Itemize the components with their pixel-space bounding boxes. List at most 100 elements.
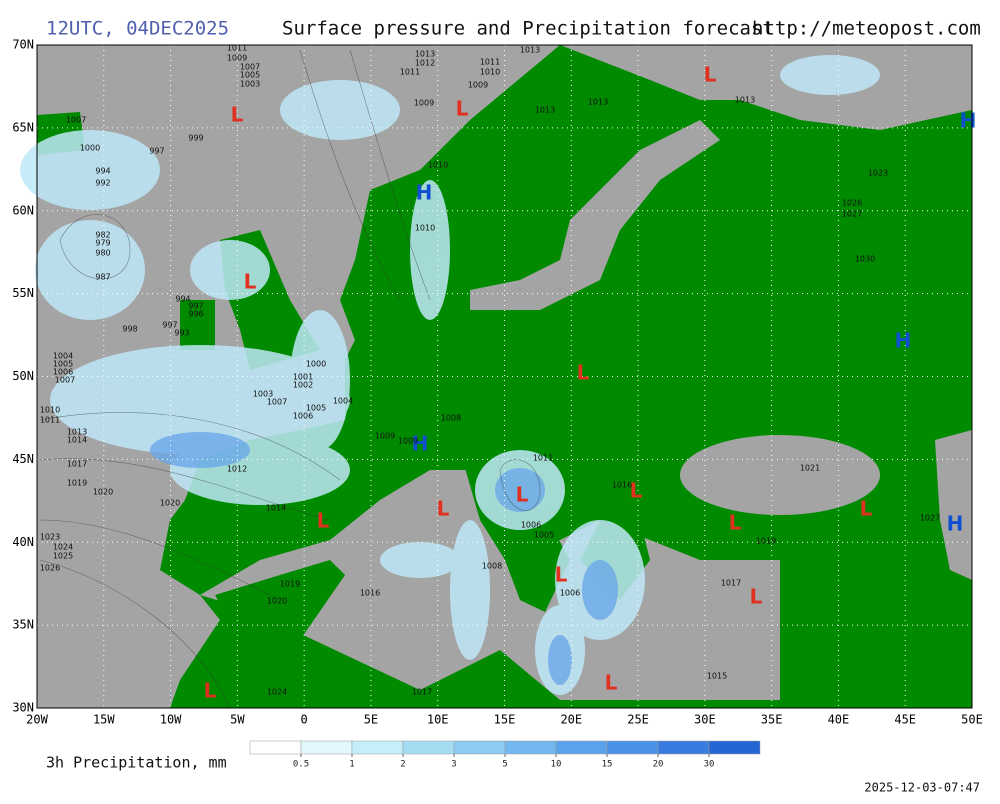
high-center: H — [960, 109, 977, 133]
isobar-label: 1014 — [266, 504, 286, 513]
heavy-precipitation — [150, 432, 618, 685]
isobar-label: 1025 — [53, 552, 73, 561]
isobar-label: 1011 — [480, 58, 500, 67]
timestamp: 2025-12-03-07:47 — [864, 781, 980, 795]
isobar-label: 1007 — [55, 376, 75, 385]
isobar-label: 1011 — [400, 68, 420, 77]
isobar-label: 1015 — [707, 672, 727, 681]
colorbar-tick-label: 0.5 — [293, 760, 309, 770]
isobar-label: 1005 — [534, 531, 554, 540]
low-center: L — [437, 497, 450, 521]
legend-title: 3h Precipitation, mm — [46, 754, 227, 772]
isobar-label: 1004 — [53, 352, 73, 361]
isobar-label: 1017 — [67, 460, 87, 469]
mediterranean — [200, 470, 780, 700]
low-center: L — [555, 563, 568, 587]
isobar-label: 1002 — [293, 381, 313, 390]
lon-tick-label: 10E — [427, 713, 449, 727]
high-center: H — [947, 512, 964, 536]
isobar-label: 1005 — [53, 360, 73, 369]
isobar-label: 1023 — [40, 533, 60, 542]
isobar-label: 1006 — [521, 521, 541, 530]
isobar-label: 1005 — [306, 404, 326, 413]
isobar-label: 998 — [122, 325, 137, 334]
lon-tick-label: 5E — [364, 713, 378, 727]
isobar-label: 1019 — [67, 479, 87, 488]
isobar-label: 1006 — [560, 589, 580, 598]
isobar-label: 993 — [174, 329, 189, 338]
lat-tick-label: 60N — [12, 203, 34, 217]
isobar-label: 994 — [95, 167, 110, 176]
isobar-label: 1006 — [53, 368, 73, 377]
colorbar-tick-label: 20 — [653, 760, 664, 770]
isobar-label: 1019 — [280, 580, 300, 589]
isobar-label: 1023 — [868, 169, 888, 178]
colorbar-tick-label: 1 — [349, 760, 354, 770]
isobar-label: 1016 — [612, 481, 632, 490]
isobar-label: 997 — [188, 302, 203, 311]
colorbar-swatch — [504, 740, 557, 755]
lon-tick-label: 15W — [93, 713, 115, 727]
isobar-label: 1003 — [240, 80, 260, 89]
isobar-label: 1010 — [415, 224, 435, 233]
colorbar-swatch — [657, 740, 710, 755]
map-frame — [36, 44, 973, 709]
isobar-label: 1001 — [293, 373, 313, 382]
isobar-label: 1009 — [468, 81, 488, 90]
isobar-label: 1017 — [412, 688, 432, 697]
lat-tick-label: 70N — [12, 38, 34, 52]
isobar-label: 1007 — [267, 398, 287, 407]
low-center: L — [577, 361, 590, 385]
colorbar: 0.5 1 2 3 5 10 15 20 30 — [249, 740, 761, 770]
lat-tick-label: 45N — [12, 452, 34, 466]
isobar-label: 1013 — [535, 106, 555, 115]
isobar-label: 997 — [149, 147, 164, 156]
isobar-label: 980 — [95, 249, 110, 258]
isobar-label: 1013 — [735, 96, 755, 105]
isobar-label: 1006 — [293, 412, 313, 421]
lat-tick-label: 55N — [12, 286, 34, 300]
isobar-label: 1011 — [533, 454, 553, 463]
low-center: L — [516, 483, 529, 507]
lat-tick-label: 35N — [12, 618, 34, 632]
lon-tick-label: 50E — [961, 713, 983, 727]
high-center: H — [412, 432, 429, 456]
isobar-label: 1007 — [240, 63, 260, 72]
lat-tick-label: 30N — [12, 701, 34, 715]
isobar-label: 996 — [188, 310, 203, 319]
precipitation — [20, 55, 880, 695]
low-center: L — [750, 585, 763, 609]
high-center: H — [416, 181, 433, 205]
colorbar-swatch — [249, 740, 302, 755]
map-labels: L LLLLLLLLLLLLLLHHHHH10111009100710051003… — [40, 44, 977, 703]
low-center: L — [630, 479, 643, 503]
low-center: L — [729, 511, 742, 535]
lon-tick-label: 0 — [301, 713, 308, 727]
isobar-label: 1009 — [414, 99, 434, 108]
isobar-label: 1010 — [480, 68, 500, 77]
lon-tick-label: 5W — [230, 713, 245, 727]
isobar-label: 1020 — [267, 597, 287, 606]
isobar-label: 1017 — [721, 579, 741, 588]
isobar-label: 1009 — [375, 432, 395, 441]
isobar-label: 1008 — [482, 562, 502, 571]
lon-tick-label: 30E — [694, 713, 716, 727]
high-center: H — [895, 329, 912, 353]
colorbar-swatch — [708, 740, 761, 755]
colorbar-swatch — [453, 740, 506, 755]
lat-tick-label: 65N — [12, 120, 34, 134]
colorbar-tick-label: 10 — [551, 760, 562, 770]
lon-tick-label: 20W — [26, 713, 48, 727]
isobar-label: 1013 — [415, 50, 435, 59]
isobar-label: 987 — [95, 273, 110, 282]
isobar-label: 1020 — [93, 488, 113, 497]
lon-tick-label: 40E — [828, 713, 850, 727]
isobar-label: 994 — [175, 295, 190, 304]
isobar-label: 982 — [95, 231, 110, 240]
isobar-label: 1026 — [842, 199, 862, 208]
isobar-label: 1019 — [756, 537, 776, 546]
header-url: http://meteopost.com — [752, 18, 981, 40]
isobar-label: 1030 — [855, 255, 875, 264]
